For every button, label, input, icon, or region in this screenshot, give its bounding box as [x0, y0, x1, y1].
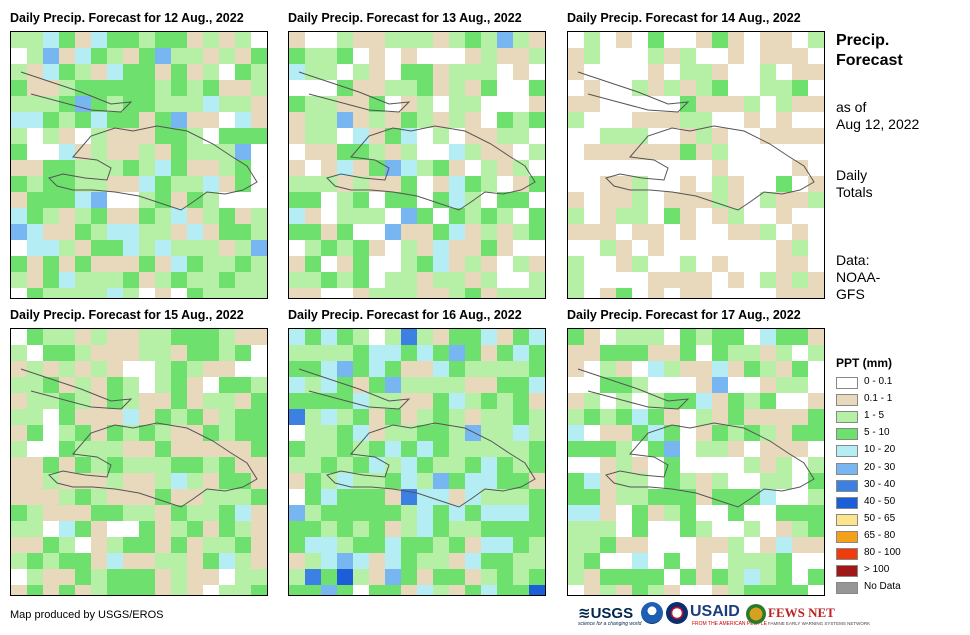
- panel-title-2: Daily Precip. Forecast for 13 Aug., 2022: [288, 11, 522, 25]
- data-line2: NOAA-: [836, 269, 881, 285]
- panel-title-5: Daily Precip. Forecast for 16 Aug., 2022: [288, 308, 522, 322]
- legend-label: 40 - 50: [864, 495, 896, 507]
- panel-title-1: Daily Precip. Forecast for 12 Aug., 2022: [10, 11, 244, 25]
- legend-swatch: [836, 548, 858, 560]
- fews-net-tagline: FAMINE EARLY WARNING SYSTEMS NETWORK: [768, 621, 871, 626]
- side-title: Precip. Forecast: [836, 31, 903, 71]
- as-of-line1: as of: [836, 99, 867, 115]
- usaid-tagline: FROM THE AMERICAN PEOPLE: [692, 621, 767, 627]
- legend-swatch: [836, 377, 858, 389]
- panel-title-3: Daily Precip. Forecast for 14 Aug., 2022: [567, 11, 801, 25]
- legend-label: 50 - 65: [864, 512, 896, 524]
- usgs-tagline: science for a changing world: [578, 621, 642, 627]
- legend-swatch: [836, 496, 858, 509]
- panel-title-6: Daily Precip. Forecast for 17 Aug., 2022: [567, 308, 801, 322]
- legend-label: 65 - 80: [864, 529, 896, 541]
- legend-label: > 100: [864, 564, 890, 576]
- as-of-line2: Aug 12, 2022: [836, 116, 920, 132]
- forecast-map-6: [567, 328, 825, 596]
- usaid-seal-icon: [666, 602, 688, 624]
- legend-label: 20 - 30: [864, 461, 896, 473]
- legend-label: 30 - 40: [864, 478, 896, 490]
- forecast-map-2: [288, 31, 546, 299]
- legend-swatch: [836, 394, 858, 407]
- legend-swatch: [836, 445, 858, 458]
- legend-label: No Data: [864, 581, 901, 593]
- legend-label: 0 - 0.1: [864, 376, 893, 387]
- forecast-map-1: [10, 31, 268, 299]
- legend-swatch: [836, 530, 858, 543]
- as-of-date: as of Aug 12, 2022: [836, 99, 919, 133]
- map-credit: Map produced by USGS/EROS: [10, 609, 164, 621]
- legend-swatch: [836, 582, 858, 595]
- data-line1: Data:: [836, 252, 870, 268]
- daily-totals-note: Daily Totals: [836, 167, 873, 201]
- totals-line2: Totals: [836, 184, 873, 200]
- forecast-map-3: [567, 31, 825, 299]
- legend-swatch: [836, 462, 858, 475]
- forecast-map-4: [10, 328, 268, 596]
- noaa-logo-icon: [641, 602, 663, 624]
- fews-net-logo: FEWS NET: [768, 605, 835, 620]
- legend-swatch: [836, 479, 858, 492]
- fews-net-emblem-icon: [746, 604, 766, 624]
- legend-label: 1 - 5: [864, 410, 885, 422]
- legend-title: PPT (mm): [836, 356, 893, 370]
- legend-swatch: [836, 513, 858, 526]
- legend-label: 0.1 - 1: [864, 393, 893, 405]
- legend-swatch: [836, 428, 858, 441]
- totals-line1: Daily: [836, 167, 868, 183]
- panel-title-4: Daily Precip. Forecast for 15 Aug., 2022: [10, 308, 244, 322]
- legend-swatch: [836, 411, 858, 424]
- legend-swatch: [836, 565, 858, 578]
- data-line3: GFS: [836, 286, 865, 302]
- data-source-note: Data: NOAA- GFS: [836, 252, 880, 303]
- usgs-logo: ≋USGS: [578, 605, 634, 622]
- usgs-logo-text: USGS: [590, 605, 634, 622]
- side-title-line1: Precip.: [836, 32, 890, 49]
- legend-label: 10 - 20: [864, 444, 896, 456]
- legend-label: 5 - 10: [864, 427, 890, 439]
- side-title-line2: Forecast: [836, 52, 903, 69]
- legend-label: 80 - 100: [864, 547, 901, 558]
- usaid-logo: USAID: [690, 603, 740, 620]
- forecast-map-5: [288, 328, 546, 596]
